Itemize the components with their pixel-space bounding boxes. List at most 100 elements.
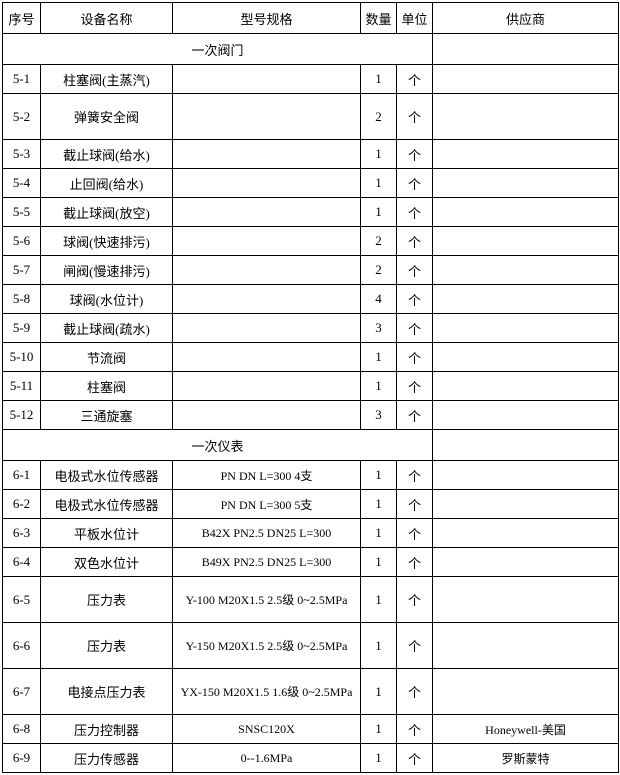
table-row: 6-8 压力控制器 SNSC120X 1 个 Honeywell-美国	[3, 715, 619, 744]
cell-seq: 6-9	[3, 744, 41, 773]
cell-spec	[173, 140, 361, 169]
table-row: 5-11 柱塞阀 1 个	[3, 372, 619, 401]
table-row: 6-5 压力表 Y-100 M20X1.5 2.5级 0~2.5MPa 1 个	[3, 577, 619, 623]
cell-seq: 5-6	[3, 227, 41, 256]
cell-seq: 6-4	[3, 548, 41, 577]
cell-sup	[433, 227, 619, 256]
cell-spec: Y-150 M20X1.5 2.5级 0~2.5MPa	[173, 623, 361, 669]
cell-spec: PN DN L=300 5支	[173, 490, 361, 519]
table-row: 6-6 压力表 Y-150 M20X1.5 2.5级 0~2.5MPa 1 个	[3, 623, 619, 669]
cell-name: 平板水位计	[41, 519, 173, 548]
cell-unit: 个	[397, 461, 433, 490]
cell-qty: 4	[361, 285, 397, 314]
section-title: 一次阀门	[3, 34, 433, 65]
table-row: 6-4 双色水位计 B49X PN2.5 DN25 L=300 1 个	[3, 548, 619, 577]
hdr-spec: 型号规格	[173, 3, 361, 34]
cell-name: 球阀(快速排污)	[41, 227, 173, 256]
cell-qty: 1	[361, 140, 397, 169]
cell-seq: 6-8	[3, 715, 41, 744]
hdr-supplier: 供应商	[433, 3, 619, 34]
cell-name: 截止球阀(放空)	[41, 198, 173, 227]
cell-qty: 2	[361, 227, 397, 256]
cell-qty: 1	[361, 198, 397, 227]
cell-unit: 个	[397, 285, 433, 314]
cell-sup	[433, 623, 619, 669]
section-sup	[433, 34, 619, 65]
cell-unit: 个	[397, 519, 433, 548]
cell-unit: 个	[397, 198, 433, 227]
cell-name: 压力表	[41, 623, 173, 669]
cell-name: 双色水位计	[41, 548, 173, 577]
cell-name: 电极式水位传感器	[41, 490, 173, 519]
cell-spec	[173, 401, 361, 430]
section-title: 一次仪表	[3, 430, 433, 461]
cell-name: 电极式水位传感器	[41, 461, 173, 490]
cell-unit: 个	[397, 401, 433, 430]
cell-unit: 个	[397, 169, 433, 198]
cell-sup	[433, 490, 619, 519]
cell-qty: 2	[361, 94, 397, 140]
cell-spec	[173, 256, 361, 285]
cell-name: 弹簧安全阀	[41, 94, 173, 140]
cell-qty: 1	[361, 490, 397, 519]
cell-unit: 个	[397, 669, 433, 715]
table-row: 5-6 球阀(快速排污) 2 个	[3, 227, 619, 256]
section-sup	[433, 430, 619, 461]
cell-qty: 1	[361, 577, 397, 623]
cell-unit: 个	[397, 744, 433, 773]
cell-sup	[433, 256, 619, 285]
hdr-qty: 数量	[361, 3, 397, 34]
cell-spec	[173, 65, 361, 94]
cell-sup	[433, 548, 619, 577]
cell-spec: 0--1.6MPa	[173, 744, 361, 773]
cell-qty: 2	[361, 256, 397, 285]
cell-unit: 个	[397, 623, 433, 669]
table-row: 5-1 柱塞阀(主蒸汽) 1 个	[3, 65, 619, 94]
cell-seq: 5-2	[3, 94, 41, 140]
cell-unit: 个	[397, 256, 433, 285]
cell-seq: 6-6	[3, 623, 41, 669]
table-row: 6-2 电极式水位传感器 PN DN L=300 5支 1 个	[3, 490, 619, 519]
cell-qty: 1	[361, 623, 397, 669]
table-row: 5-9 截止球阀(疏水) 3 个	[3, 314, 619, 343]
table-row: 6-7 电接点压力表 YX-150 M20X1.5 1.6级 0~2.5MPa …	[3, 669, 619, 715]
cell-unit: 个	[397, 490, 433, 519]
header-row: 序号 设备名称 型号规格 数量 单位 供应商	[3, 3, 619, 34]
cell-unit: 个	[397, 314, 433, 343]
cell-seq: 6-5	[3, 577, 41, 623]
cell-qty: 1	[361, 169, 397, 198]
cell-seq: 6-7	[3, 669, 41, 715]
cell-qty: 1	[361, 372, 397, 401]
cell-qty: 1	[361, 669, 397, 715]
cell-sup	[433, 198, 619, 227]
cell-sup	[433, 669, 619, 715]
cell-seq: 5-11	[3, 372, 41, 401]
cell-name: 压力控制器	[41, 715, 173, 744]
table-row: 6-1 电极式水位传感器 PN DN L=300 4支 1 个	[3, 461, 619, 490]
cell-unit: 个	[397, 715, 433, 744]
cell-sup: Honeywell-美国	[433, 715, 619, 744]
cell-seq: 6-3	[3, 519, 41, 548]
cell-spec	[173, 227, 361, 256]
cell-name: 压力传感器	[41, 744, 173, 773]
cell-sup	[433, 461, 619, 490]
cell-seq: 5-12	[3, 401, 41, 430]
cell-name: 柱塞阀(主蒸汽)	[41, 65, 173, 94]
cell-seq: 5-10	[3, 343, 41, 372]
table-row: 5-4 止回阀(给水) 1 个	[3, 169, 619, 198]
cell-seq: 5-9	[3, 314, 41, 343]
cell-name: 截止球阀(疏水)	[41, 314, 173, 343]
cell-unit: 个	[397, 140, 433, 169]
cell-spec: PN DN L=300 4支	[173, 461, 361, 490]
cell-sup	[433, 285, 619, 314]
cell-sup	[433, 65, 619, 94]
cell-qty: 3	[361, 314, 397, 343]
cell-sup	[433, 169, 619, 198]
cell-name: 截止球阀(给水)	[41, 140, 173, 169]
cell-seq: 5-1	[3, 65, 41, 94]
cell-name: 止回阀(给水)	[41, 169, 173, 198]
cell-spec: B49X PN2.5 DN25 L=300	[173, 548, 361, 577]
cell-sup	[433, 314, 619, 343]
cell-sup	[433, 140, 619, 169]
cell-unit: 个	[397, 577, 433, 623]
